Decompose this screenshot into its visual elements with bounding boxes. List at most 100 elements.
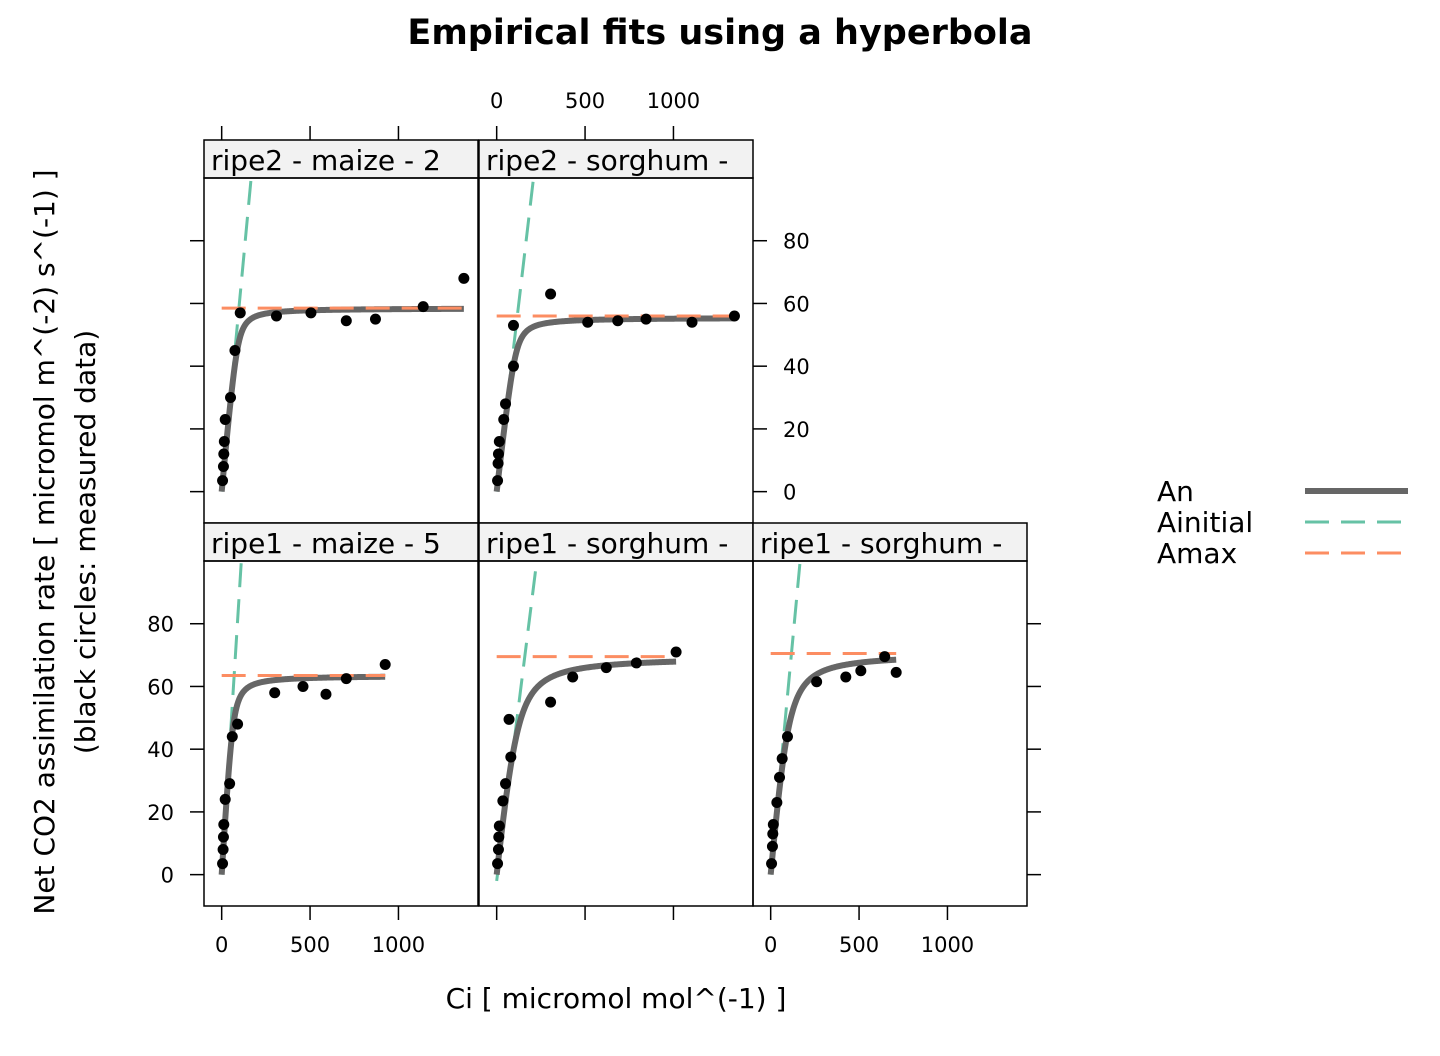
- panel-lines: [217, 178, 470, 492]
- panels-group: ripe2 - maize - 2 ripe2 - sorghum - ripe1 …: [147, 89, 1041, 957]
- data-point: [612, 315, 624, 327]
- data-point: [340, 673, 352, 685]
- data-point: [417, 301, 429, 313]
- x-tick-label: 500: [290, 933, 330, 957]
- y-tick-label: 40: [147, 738, 174, 762]
- data-point: [500, 778, 512, 790]
- data-point: [497, 795, 509, 807]
- data-point: [232, 718, 244, 730]
- data-point: [217, 461, 229, 473]
- panel-strip: [479, 523, 753, 561]
- y-tick-label: 40: [783, 355, 810, 379]
- data-point: [219, 414, 231, 425]
- data-point: [229, 345, 241, 356]
- legend-label-an: An: [1157, 475, 1194, 508]
- data-point: [507, 360, 519, 372]
- data-point: [728, 310, 740, 322]
- data-point: [270, 310, 282, 322]
- data-point: [890, 666, 902, 678]
- data-point: [503, 713, 515, 725]
- panel-strip-label: ripe1 - sorghum -: [760, 527, 1002, 560]
- data-point: [766, 858, 778, 870]
- y-tick-label: 80: [783, 230, 810, 254]
- panel-strip-label: ripe2 - sorghum -: [486, 144, 728, 177]
- data-point: [493, 820, 505, 832]
- data-point: [226, 731, 238, 743]
- an-curve: [493, 658, 677, 875]
- an-curve: [767, 656, 897, 875]
- x-tick-label: 1000: [647, 89, 700, 113]
- data-point: [500, 398, 512, 410]
- data-point: [811, 676, 823, 688]
- data-point: [340, 315, 352, 327]
- x-tick-label: 500: [565, 89, 605, 113]
- data-point: [600, 662, 612, 674]
- strip-border: [203, 139, 479, 179]
- data-point: [297, 680, 309, 692]
- x-tick-label: 0: [490, 89, 503, 113]
- panel-border: [478, 177, 754, 524]
- data-point: [545, 696, 557, 708]
- an-curve: [218, 305, 464, 492]
- data-point: [269, 687, 281, 699]
- data-point: [492, 858, 504, 870]
- data-point: [545, 288, 557, 300]
- y-tick-label: 20: [147, 801, 174, 825]
- panel-lines: [492, 561, 682, 882]
- panel-4: ripe1 - sorghum -: [752, 522, 1028, 907]
- data-point: [567, 671, 579, 683]
- y-tick-label: 80: [147, 613, 174, 637]
- data-point: [840, 671, 852, 683]
- data-point: [224, 778, 236, 790]
- an-curve: [218, 673, 386, 875]
- panel-strip-label: ripe1 - sorghum -: [486, 527, 728, 560]
- data-point: [582, 316, 594, 328]
- panel-strip-label: ripe2 - maize - 2: [211, 144, 441, 177]
- data-point: [507, 319, 519, 331]
- data-point: [217, 858, 229, 870]
- data-point: [217, 831, 229, 843]
- chart-title: Empirical fits using a hyperbola: [407, 13, 1032, 53]
- x-tick-label: 0: [764, 933, 777, 957]
- data-point: [771, 797, 783, 808]
- data-point: [670, 646, 682, 658]
- y-axis-sublabel: (black circles: measured data): [69, 330, 102, 754]
- data-point: [219, 793, 231, 805]
- panel-border: [478, 560, 754, 907]
- x-tick-label: 500: [839, 933, 879, 957]
- panel-0: ripe2 - maize - 2: [203, 139, 479, 524]
- data-point: [320, 688, 332, 700]
- data-point: [218, 435, 230, 447]
- data-point: [776, 753, 788, 765]
- panel-strip: [204, 140, 478, 178]
- data-point: [217, 475, 229, 487]
- y-tick-label: 0: [161, 864, 174, 888]
- panel-strip: [753, 523, 1027, 561]
- y-tick-label: 20: [783, 418, 810, 442]
- panel-border: [203, 560, 479, 907]
- x-tick-label: 1000: [921, 933, 974, 957]
- y-tick-label: 0: [783, 481, 796, 505]
- data-point: [766, 840, 778, 852]
- panel-1: ripe2 - sorghum -: [478, 139, 754, 524]
- legend-label-amax: Amax: [1157, 537, 1237, 570]
- data-point: [781, 731, 793, 743]
- data-point: [458, 272, 470, 284]
- y-axis-label: Net CO2 assimilation rate [ micromol m^(…: [28, 169, 61, 914]
- strip-border: [752, 522, 1028, 562]
- panel-strip-label: ripe1 - maize - 5: [211, 527, 441, 560]
- data-point: [218, 818, 230, 830]
- data-point: [225, 392, 237, 404]
- strip-border: [478, 139, 754, 179]
- data-point: [493, 831, 505, 843]
- data-point: [686, 316, 698, 328]
- panel-strip: [204, 523, 478, 561]
- x-axis-label: Ci [ micromol mol^(-1) ]: [446, 982, 787, 1015]
- panel-2: ripe1 - maize - 5: [203, 522, 479, 907]
- data-point: [630, 657, 642, 669]
- data-point: [217, 844, 229, 856]
- data-point: [369, 313, 381, 325]
- data-point: [767, 828, 779, 840]
